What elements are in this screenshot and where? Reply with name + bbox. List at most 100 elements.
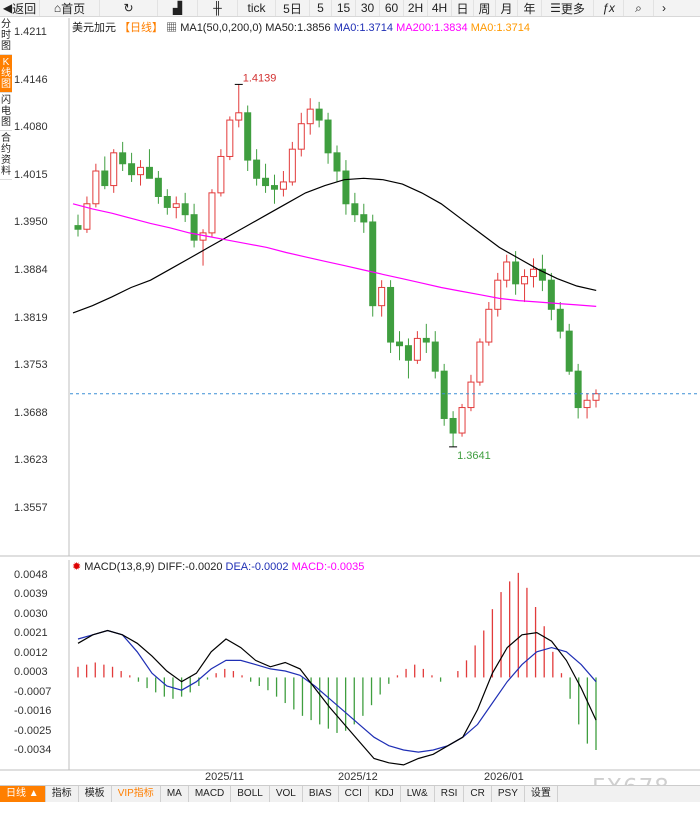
candle-body — [396, 341, 404, 347]
candle-body — [208, 192, 216, 234]
more-button[interactable]: ☰ 更多 — [542, 0, 594, 16]
tab-rsi[interactable]: RSI — [435, 786, 465, 802]
back-button[interactable]: ◀ 返回 — [0, 0, 40, 16]
candle-body — [503, 261, 511, 281]
tab-settings[interactable]: 设置 — [525, 786, 558, 802]
price-tick-label: 1.4015 — [14, 168, 48, 181]
period-5[interactable]: 5 — [310, 0, 332, 16]
candle-body — [217, 155, 225, 194]
ma0b-label: MA0:1.3714 — [470, 22, 531, 34]
candle-body — [369, 221, 377, 307]
tab-timeshare[interactable]: 分时图 — [0, 17, 12, 55]
tab-cr[interactable]: CR — [464, 786, 492, 802]
period-2h[interactable]: 2H — [404, 0, 428, 16]
candle-body — [154, 177, 162, 197]
price-tick-label: 1.3753 — [14, 359, 48, 372]
candle-body — [574, 370, 582, 409]
candle-body — [137, 166, 145, 176]
macd-tick-label: -0.0007 — [14, 685, 52, 698]
candle-body — [413, 337, 421, 361]
tab-lw[interactable]: LW& — [401, 786, 435, 802]
period-year[interactable]: 年 — [518, 0, 542, 16]
candle-body — [128, 163, 136, 176]
candle-body — [556, 308, 564, 332]
macd-title: MACD(13,8,9) — [84, 561, 155, 573]
candle-body — [378, 286, 386, 307]
macd-tick-label: 0.0012 — [14, 646, 48, 659]
candle-body — [387, 286, 395, 343]
main-legend: 美元加元 【日线】 ▦ MA1(50,0,200,0) MA50:1.3856 … — [72, 19, 530, 35]
period-day[interactable]: 日 — [452, 0, 474, 16]
indicator-icon[interactable]: ▦ — [166, 22, 178, 34]
price-tick-label: 1.4080 — [14, 121, 48, 134]
candle-body — [592, 393, 600, 401]
macd-value-label: MACD:-0.0035 — [291, 561, 365, 573]
search-button[interactable]: ⌕ — [624, 0, 654, 16]
candle-body — [199, 232, 207, 241]
ma0-label: MA0:1.3714 — [333, 22, 394, 34]
candlestick-icon: ╫ — [213, 1, 222, 15]
price-tick-label: 1.3884 — [14, 264, 48, 276]
tick-button[interactable]: tick — [238, 0, 276, 16]
period-4h[interactable]: 4H — [428, 0, 452, 16]
candle-body — [547, 279, 555, 310]
tab-vip[interactable]: VIP指标 — [112, 786, 161, 802]
period-5day[interactable]: 5日 — [276, 0, 310, 16]
tab-ma[interactable]: MA — [161, 786, 189, 802]
chart-type-button[interactable]: ▟ — [158, 0, 198, 16]
period-15[interactable]: 15 — [332, 0, 356, 16]
tab-cci[interactable]: CCI — [339, 786, 369, 802]
top-toolbar: ◀ 返回 ⌂ 首页 ↻ ▟ ╫ tick 5日 5 15 30 60 2H 4H 日… — [0, 0, 700, 17]
tab-bias[interactable]: BIAS — [303, 786, 339, 802]
period-60[interactable]: 60 — [380, 0, 404, 16]
candle-body — [119, 152, 127, 165]
candle-body — [83, 203, 91, 230]
dea-line — [77, 629, 597, 753]
period-30[interactable]: 30 — [356, 0, 380, 16]
refresh-button[interactable]: ↻ — [100, 0, 158, 16]
candle-body — [110, 152, 118, 187]
period-month[interactable]: 月 — [496, 0, 518, 16]
candle-body — [297, 123, 305, 150]
candle-body — [467, 381, 475, 409]
candle-body — [360, 214, 368, 223]
tab-contract-info[interactable]: 合约资料 — [0, 131, 12, 180]
candle-body — [226, 119, 234, 157]
candle-body — [253, 159, 261, 179]
candle-body — [342, 170, 350, 205]
candle-body — [270, 185, 278, 190]
tab-indicator[interactable]: 指标 — [46, 786, 79, 802]
candle-body — [440, 370, 448, 419]
tab-psy[interactable]: PSY — [492, 786, 525, 802]
home-button[interactable]: ⌂ 首页 — [40, 0, 100, 16]
tab-macd[interactable]: MACD — [189, 786, 232, 802]
macd-settings-icon[interactable]: ✹ — [72, 561, 82, 573]
tab-kdj[interactable]: KDJ — [369, 786, 401, 802]
expand-button[interactable]: › — [654, 0, 674, 16]
ma50-label: MA50:1.3856 — [265, 22, 331, 34]
tab-kline[interactable]: K线图 — [0, 55, 12, 93]
candle-body — [145, 166, 153, 179]
candle-body — [521, 276, 529, 285]
candle-body — [315, 108, 323, 121]
price-tick-label: 1.3819 — [14, 311, 48, 324]
price-tick-label: 1.4146 — [14, 73, 48, 86]
macd-tick-label: 0.0030 — [14, 607, 48, 620]
macd-tick-label: 0.0021 — [14, 627, 48, 640]
tab-template[interactable]: 模板 — [79, 786, 112, 802]
candle-body — [351, 203, 359, 216]
tab-flash[interactable]: 闪电图 — [0, 93, 12, 131]
candle-body — [529, 268, 537, 278]
tab-boll[interactable]: BOLL — [231, 786, 270, 802]
ma200-label: MA200:1.3834 — [396, 22, 468, 34]
candle-body — [92, 170, 100, 205]
candle-body — [538, 268, 546, 281]
formula-button[interactable]: ƒx — [594, 0, 624, 16]
tab-vol[interactable]: VOL — [270, 786, 303, 802]
x-label: 2025/12 — [338, 771, 378, 783]
candle-type-button[interactable]: ╫ — [198, 0, 238, 16]
dea-label: DEA:-0.0002 — [225, 561, 289, 573]
tab-daily[interactable]: 日线 ▲ — [0, 786, 46, 802]
period-week[interactable]: 周 — [474, 0, 496, 16]
